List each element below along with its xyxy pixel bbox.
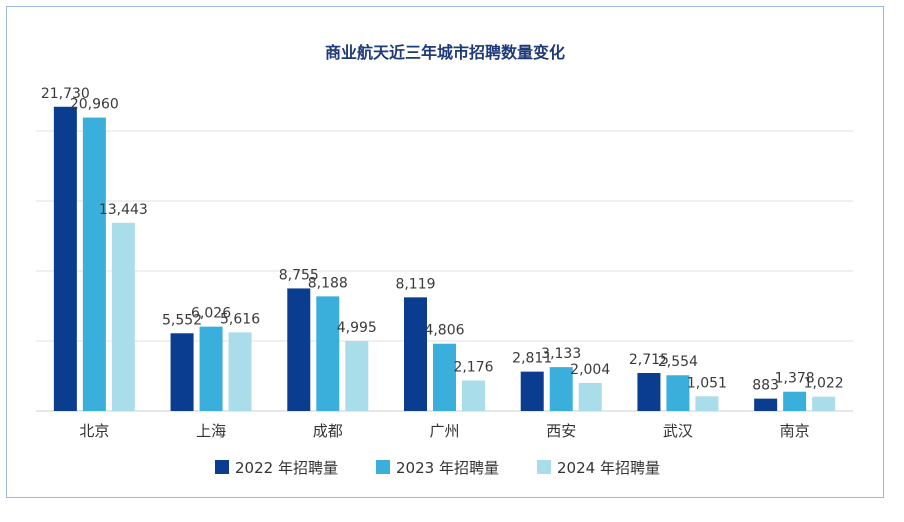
bar-成都-2[interactable]	[316, 296, 340, 411]
legend-swatch-2[interactable]	[376, 460, 390, 474]
legend-label-1[interactable]: 2022 年招聘量	[235, 459, 338, 477]
x-tick-label: 西安	[546, 422, 576, 440]
value-label-成都-3: 4,995	[337, 320, 377, 336]
bar-北京-1[interactable]	[53, 106, 77, 411]
value-label-西安-3: 2,004	[570, 362, 610, 378]
bar-南京-1[interactable]	[754, 398, 778, 411]
bar-广州-2[interactable]	[433, 343, 456, 411]
bar-南京-2[interactable]	[783, 391, 807, 411]
value-label-广州-3: 2,176	[453, 360, 493, 376]
value-label-南京-2: 1,378	[775, 371, 815, 387]
bar-成都-3[interactable]	[345, 341, 369, 411]
legend-label-3[interactable]: 2024 年招聘量	[557, 459, 660, 477]
chart-title: 商业航天近三年城市招聘数量变化	[325, 43, 565, 62]
bar-广州-1[interactable]	[404, 297, 427, 411]
bars	[53, 106, 836, 411]
value-label-北京-3: 13,443	[99, 202, 148, 218]
value-label-上海-2: 6,026	[191, 306, 231, 322]
bar-上海-2[interactable]	[199, 326, 223, 411]
x-tick-label: 南京	[780, 422, 810, 440]
x-tick-label: 武汉	[663, 422, 693, 440]
value-label-广州-2: 4,806	[424, 323, 464, 339]
bar-北京-3[interactable]	[111, 222, 135, 411]
bar-北京-2[interactable]	[82, 117, 106, 411]
bar-上海-3[interactable]	[228, 332, 252, 411]
bar-武汉-2[interactable]	[666, 375, 690, 411]
value-label-西安-1: 2,811	[512, 351, 552, 367]
bar-武汉-3[interactable]	[695, 396, 719, 411]
x-axis-ticks: 北京 上海 成都 广州 西安 武汉 南京	[79, 422, 809, 440]
bar-成都-1[interactable]	[287, 288, 311, 411]
bar-西安-3[interactable]	[578, 382, 602, 411]
bar-广州-3[interactable]	[462, 380, 485, 411]
value-label-广州-1: 8,119	[395, 276, 435, 292]
legend-swatch-3[interactable]	[537, 460, 551, 474]
value-label-北京-2: 20,960	[70, 97, 119, 113]
value-label-南京-1: 883	[752, 378, 779, 394]
value-label-武汉-3: 1,051	[687, 375, 727, 391]
bar-西安-2[interactable]	[549, 367, 573, 411]
bar-上海-1[interactable]	[170, 333, 194, 411]
bar-西安-1[interactable]	[520, 371, 544, 411]
value-label-成都-1: 8,755	[279, 267, 319, 283]
value-label-武汉-2: 2,554	[658, 354, 698, 370]
value-label-上海-1: 5,552	[162, 312, 202, 328]
value-label-南京-3: 1,022	[804, 376, 844, 392]
legend-label-2[interactable]: 2023 年招聘量	[396, 459, 499, 477]
value-labels: 21,73020,96013,4435,5526,0265,6168,7558,…	[41, 86, 844, 394]
x-tick-label: 成都	[313, 422, 343, 440]
bar-武汉-1[interactable]	[637, 372, 661, 411]
bar-南京-3[interactable]	[812, 396, 836, 411]
x-tick-label: 广州	[429, 422, 459, 440]
value-label-武汉-1: 2,715	[629, 352, 669, 368]
x-tick-label: 上海	[196, 422, 226, 440]
x-tick-label: 北京	[79, 422, 109, 440]
value-label-西安-2: 3,133	[541, 346, 581, 362]
chart-frame	[6, 6, 884, 498]
value-label-北京-1: 21,730	[41, 86, 90, 102]
legend-swatch-1[interactable]	[215, 460, 229, 474]
legend[interactable]: 2022 年招聘量 2023 年招聘量 2024 年招聘量	[215, 459, 660, 477]
value-label-成都-2: 8,188	[308, 275, 348, 291]
value-label-上海-3: 5,616	[220, 311, 260, 327]
